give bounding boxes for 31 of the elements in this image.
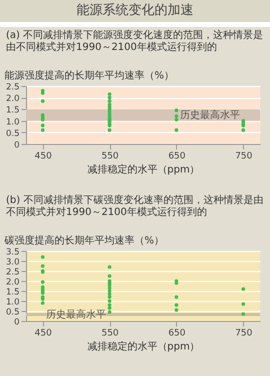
y-tick-label: 0.5 bbox=[6, 128, 20, 139]
y-tick-label: 2.5 bbox=[6, 268, 20, 278]
x-tick-label: 650 bbox=[168, 152, 186, 162]
x-tick-label: 650 bbox=[168, 328, 186, 338]
y-tick-label: 1.5 bbox=[6, 288, 20, 298]
chart-title: 能源系统变化的加速 bbox=[0, 0, 270, 27]
y-tick-label: 2.0 bbox=[6, 278, 20, 288]
x-tick-label: 450 bbox=[34, 328, 52, 338]
chart-subtitle: (a) 不同减排情景下能源强度变化速度的范围，这种情景是由不同模式并对1990～2100年模式运行得到的 bbox=[5, 28, 264, 54]
chart-subtitle: (b) 不同减排情景下碳强度变化速率的范围，这种情景是由不同模式并对1990～2100年模式运行得到的 bbox=[5, 194, 264, 219]
x-axis-title: 减排稳定的水平（ppm） bbox=[87, 340, 200, 352]
y-tick-label: 1.0 bbox=[6, 298, 20, 308]
x-axis-title: 减排稳定的水平（ppm） bbox=[87, 164, 200, 176]
y-tick-label: 1.5 bbox=[6, 106, 20, 116]
y-tick-label: 2.0 bbox=[6, 94, 20, 104]
y-tick-label: 0.5 bbox=[6, 308, 20, 318]
x-tick-label: 450 bbox=[34, 152, 52, 162]
y-tick-label: 0 bbox=[14, 140, 20, 150]
x-tick-label: 750 bbox=[235, 328, 253, 338]
y-tick-label: 3.5 bbox=[6, 248, 20, 258]
y-tick-label: 0 bbox=[14, 318, 20, 328]
x-tick-label: 550 bbox=[101, 328, 119, 338]
y-tick-label: 1.0 bbox=[6, 117, 20, 128]
y-tick-label: 3.0 bbox=[6, 258, 20, 268]
y-axis-title: 碳强度提高的长期年平均速率（%） bbox=[4, 234, 164, 246]
y-axis-title: 能源强度提高的长期年平均速率（%） bbox=[4, 70, 174, 82]
band-label: 历史最高水平 bbox=[46, 308, 106, 320]
x-tick-label: 550 bbox=[101, 152, 119, 162]
y-tick-label: 2.5 bbox=[6, 82, 20, 92]
band-label: 历史最高水平 bbox=[180, 109, 240, 121]
x-tick-label: 750 bbox=[235, 152, 253, 162]
